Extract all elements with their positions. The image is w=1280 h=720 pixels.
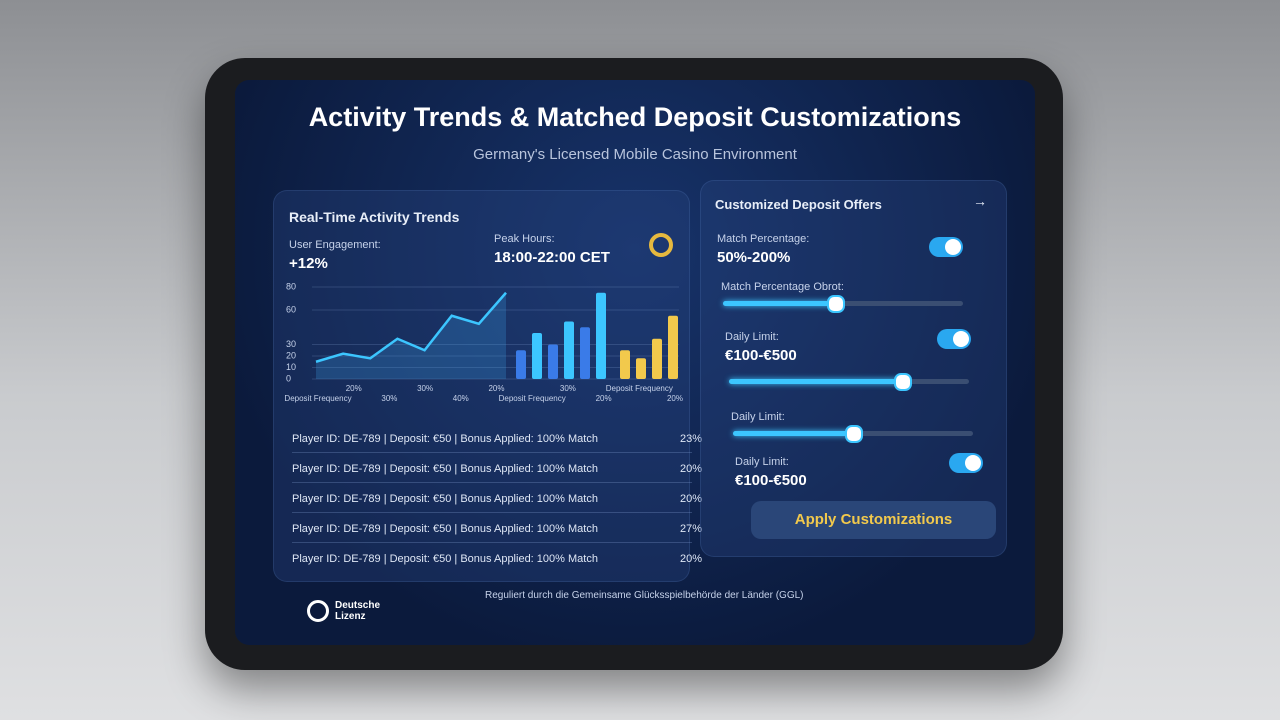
row-pct: 20% xyxy=(679,553,702,565)
x-tick-label: 20% xyxy=(346,384,362,393)
row-pct: 27% xyxy=(679,523,702,535)
toggle[interactable] xyxy=(949,453,983,473)
logo-text: Deutsche Lizenz xyxy=(335,600,381,622)
line xyxy=(315,291,507,363)
y-tick-label: 20 xyxy=(286,350,296,360)
x-tick-label: 20% xyxy=(596,394,612,403)
x-tick-label: 30% xyxy=(560,384,576,393)
bar xyxy=(564,321,574,379)
panel-title: Real-Time Activity Trends xyxy=(289,209,460,225)
row: Player ID: DE-789 | Deposit: €50 | Bonus… xyxy=(292,456,702,483)
y-tick-label: 80 xyxy=(286,281,296,291)
y-tick-label: 60 xyxy=(286,304,296,314)
x-tick-label: Deposit Frequency xyxy=(499,394,566,403)
x-tick-label: 30% xyxy=(381,394,397,403)
screen: Activity Trends & Matched Deposit Custom… xyxy=(235,80,1035,645)
bar xyxy=(516,350,526,379)
slider-knob[interactable] xyxy=(845,425,863,443)
value: €100-€500 xyxy=(725,347,797,364)
logo-icon xyxy=(307,600,329,622)
value: €100-€500 xyxy=(735,472,807,489)
row-text: Player ID: DE-789 | Deposit: €50 | Bonus… xyxy=(292,493,598,505)
regulator: Reguliert durch die Gemeinsame Glücksspi… xyxy=(485,590,804,601)
label: Daily Limit: xyxy=(731,411,785,423)
activity-panel: Real-Time Activity Trends User Engagemen… xyxy=(273,190,702,582)
apply-button[interactable]: Apply Customizations xyxy=(751,501,996,539)
bar xyxy=(668,315,678,379)
toggle[interactable] xyxy=(929,237,963,257)
label: Match Percentage: xyxy=(717,233,810,245)
panel-title: Customized Deposit Offers xyxy=(715,197,882,212)
x-tick-label: 40% xyxy=(453,394,469,403)
value: 18:00-22:00 CET xyxy=(494,249,610,266)
row: Player ID: DE-789 | Deposit: €50 | Bonus… xyxy=(292,426,702,453)
y-tick-label: 30 xyxy=(286,339,296,349)
slider-knob[interactable] xyxy=(827,295,845,313)
value: 50%-200% xyxy=(717,249,791,266)
x-tick-label: 20% xyxy=(667,394,683,403)
bar xyxy=(580,327,590,379)
y-tick-label: 0 xyxy=(286,373,291,383)
y-tick-label: 10 xyxy=(286,362,296,372)
row-pct: 23% xyxy=(679,433,702,445)
row: Player ID: DE-789 | Deposit: €50 | Bonus… xyxy=(292,546,702,572)
offers-panel: Customized Deposit Offers → Match Percen… xyxy=(700,180,1007,557)
toggle[interactable] xyxy=(937,329,971,349)
title: Activity Trends & Matched Deposit Custom… xyxy=(308,102,962,132)
row-text: Player ID: DE-789 | Deposit: €50 | Bonus… xyxy=(292,553,598,565)
bar xyxy=(548,344,558,379)
bar xyxy=(652,338,662,379)
bar xyxy=(532,333,542,379)
slider-fill xyxy=(729,379,902,384)
row-text: Player ID: DE-789 | Deposit: €50 | Bonus… xyxy=(292,433,598,445)
bar xyxy=(636,358,646,379)
bar xyxy=(596,292,606,379)
subtitle: Germany's Licensed Mobile Casino Environ… xyxy=(473,146,797,163)
label: Daily Limit: xyxy=(735,456,789,468)
slider[interactable] xyxy=(723,295,963,313)
row-pct: 20% xyxy=(679,493,702,505)
row: Player ID: DE-789 | Deposit: €50 | Bonus… xyxy=(292,486,702,513)
value: +12% xyxy=(289,255,328,272)
slider[interactable] xyxy=(729,373,969,391)
slider[interactable] xyxy=(733,425,973,443)
slider-knob[interactable] xyxy=(894,373,912,391)
label: Match Percentage Obrot: xyxy=(721,281,844,293)
bar xyxy=(620,350,630,379)
row-pct: 20% xyxy=(679,463,702,475)
slider-fill xyxy=(733,431,853,436)
arrow-icon[interactable]: → xyxy=(973,193,987,209)
x-tick-label: Deposit Frequency xyxy=(606,384,673,393)
slider-fill xyxy=(723,301,834,306)
row: Player ID: DE-789 | Deposit: €50 | Bonus… xyxy=(292,516,702,543)
label: User Engagement: xyxy=(289,239,381,251)
label: Daily Limit: xyxy=(725,331,779,343)
row-text: Player ID: DE-789 | Deposit: €50 | Bonus… xyxy=(292,463,598,475)
x-tick-label: Deposit Frequency xyxy=(284,394,351,403)
x-tick-label: 20% xyxy=(488,384,504,393)
area xyxy=(316,292,506,379)
row-text: Player ID: DE-789 | Deposit: €50 | Bonus… xyxy=(292,523,598,535)
x-tick-label: 30% xyxy=(417,384,433,393)
label: Peak Hours: xyxy=(494,233,555,245)
ring-icon xyxy=(649,233,673,257)
